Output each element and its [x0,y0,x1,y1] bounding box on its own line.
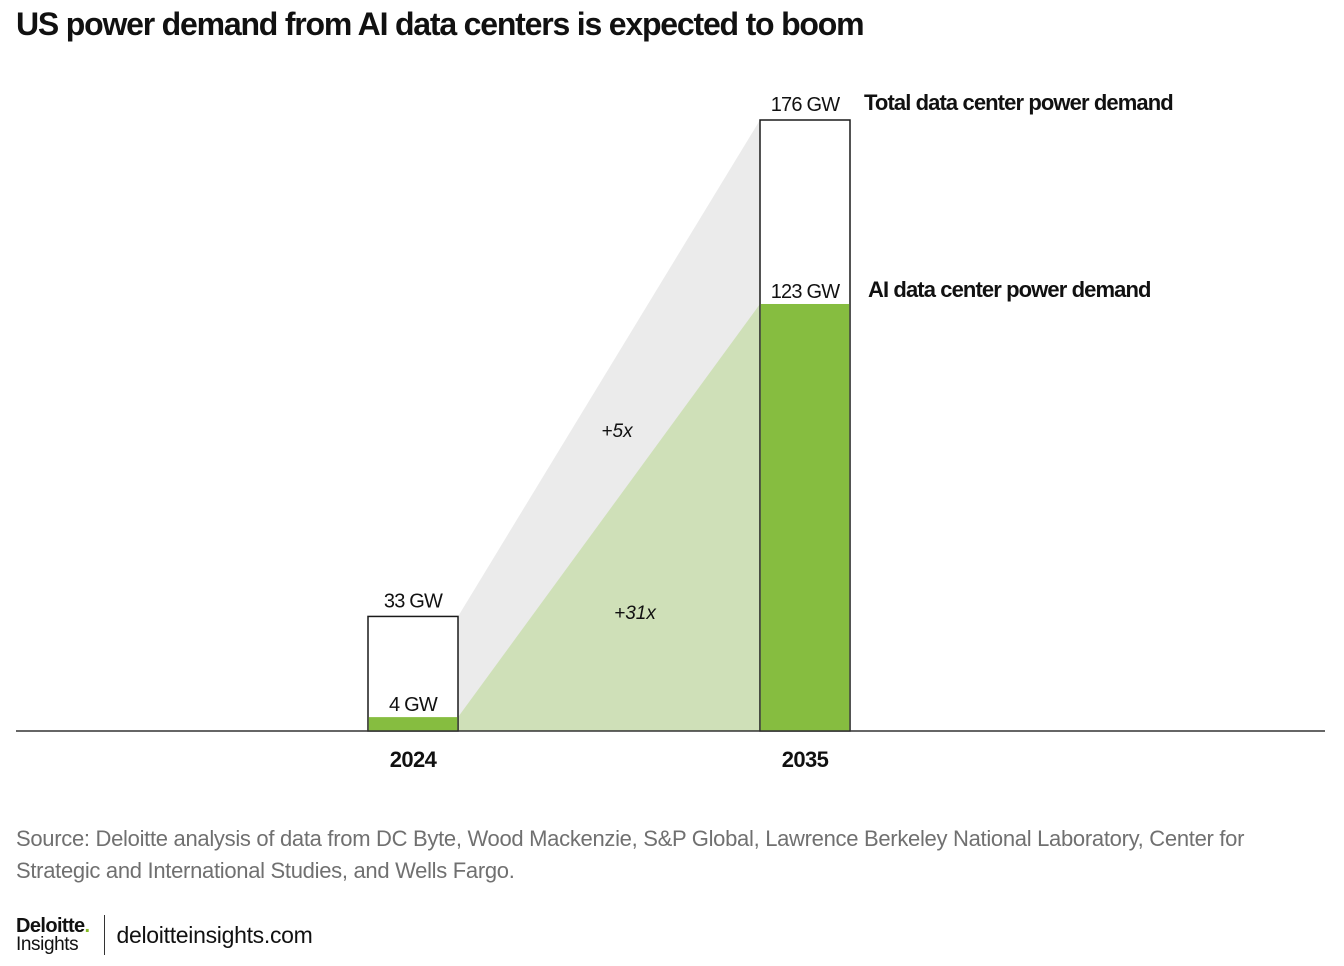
growth-label-total: +5x [601,421,634,442]
total-bar-2024 [367,615,459,732]
logo-brand: Deloitte. [16,916,90,936]
growth-label-ai: +31x [614,603,657,624]
ai-label-2024: 4 GW [389,694,438,716]
deloitte-insights-logo: Deloitte. Insights [16,916,90,954]
ai-bar-2035 [760,303,850,731]
ai-label-2035: 123 GW [771,281,840,303]
total-label-2035: 176 GW [771,94,840,116]
logo-subtitle: Insights [16,934,79,955]
logo-brand-text: Deloitte [16,915,85,937]
ai-growth-area [458,303,760,731]
footer: Deloitte. Insights deloitteinsights.com [16,912,313,958]
logo-dot: . [84,915,91,937]
site-link[interactable]: deloitteinsights.com [116,921,313,948]
chart-title: US power demand from AI data centers is … [16,6,865,42]
legend-total: Total data center power demand [864,90,1173,115]
x-tick-2035: 2035 [782,747,829,772]
ai-bar-2024 [368,717,458,731]
source-note: Source: Deloitte analysis of data from D… [16,826,1245,883]
total-label-2024: 33 GW [384,590,443,612]
chart: 33 GW 4 GW 176 GW 123 GW Total data cent… [16,90,1325,772]
x-tick-2024: 2024 [390,747,438,772]
footer-divider [103,915,105,955]
legend-ai: AI data center power demand [868,277,1151,302]
